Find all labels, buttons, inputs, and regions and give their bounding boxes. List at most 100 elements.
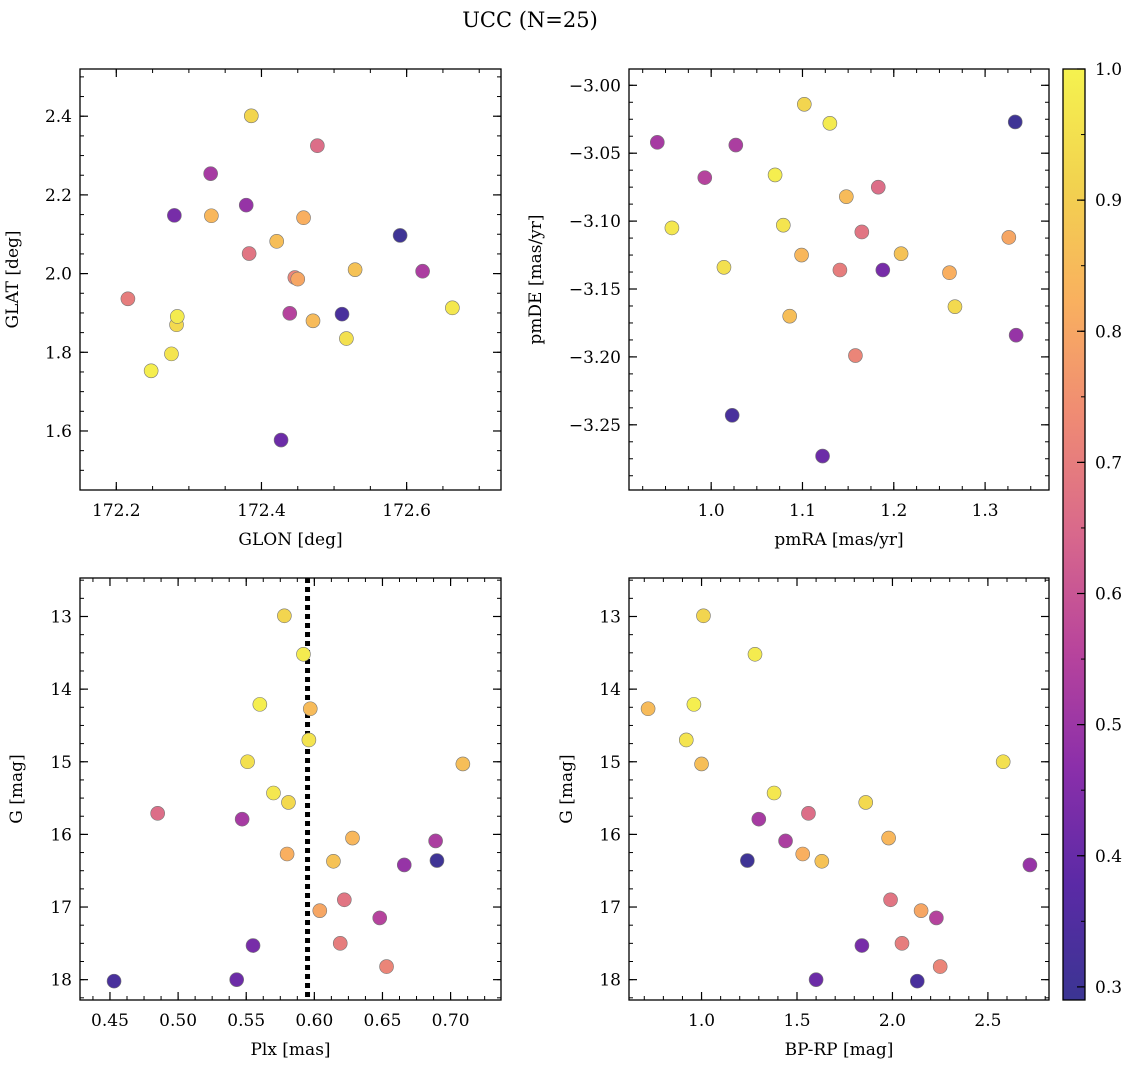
panel-4: 1.0 1.5 2.0 2.5 13 14 15 16 17 18 BP-RP [mag] G [ma… bbox=[557, 577, 1050, 1060]
axes-frame bbox=[628, 68, 1050, 491]
scatter-point bbox=[883, 892, 898, 908]
scatter-point bbox=[234, 811, 250, 827]
scatter-point bbox=[277, 608, 292, 624]
colorbar: 0.3 0.4 0.5 0.6 0.7 0.8 0.9 1.0 bbox=[1062, 60, 1122, 1001]
y-tick-label: 18 bbox=[50, 971, 72, 991]
scatter-point bbox=[282, 306, 298, 321]
scatter-point bbox=[650, 135, 665, 150]
colorbar-tick-label: 0.9 bbox=[1095, 191, 1122, 211]
y-tick-label: −3.10 bbox=[569, 212, 621, 232]
figure-title: UCC (N=25) bbox=[462, 8, 598, 32]
y-tick-label: −3.00 bbox=[569, 76, 621, 96]
scatter-point bbox=[238, 197, 254, 213]
scatter-point bbox=[428, 833, 443, 849]
scatter-point bbox=[795, 846, 811, 862]
scatter-point bbox=[696, 608, 711, 624]
y-tick-label: 14 bbox=[599, 680, 621, 700]
scatter-point bbox=[273, 432, 289, 448]
y-tick-label: 13 bbox=[599, 607, 621, 627]
scatter-point bbox=[296, 646, 311, 662]
x-tick-label: 172.4 bbox=[237, 501, 286, 521]
scatter-point bbox=[794, 247, 809, 263]
scatter-point bbox=[854, 938, 870, 953]
scatter-point bbox=[326, 853, 341, 869]
x-tick-label: 0.70 bbox=[432, 1011, 470, 1031]
scatter-point bbox=[747, 646, 763, 662]
scatter-point bbox=[913, 903, 929, 918]
panel-1: 172.2 172.4 172.6 1.6 1.8 2.0 2.2 2.4 GLON [deg]… bbox=[3, 68, 502, 550]
scatter-point bbox=[694, 756, 709, 772]
scatter-point bbox=[995, 754, 1011, 770]
scatter-point bbox=[245, 938, 261, 953]
scatter-point bbox=[120, 291, 136, 307]
scatter-point bbox=[782, 308, 797, 324]
x-tick-label: 1.1 bbox=[789, 501, 816, 521]
scatter-point bbox=[797, 97, 812, 112]
scatter-point bbox=[1007, 114, 1023, 130]
scatter-point bbox=[372, 910, 388, 926]
colorbar-tick-label: 0.3 bbox=[1095, 978, 1122, 998]
scatter-point bbox=[347, 262, 363, 277]
y-tick-label: −3.15 bbox=[569, 280, 621, 300]
x-tick-label: 0.60 bbox=[295, 1011, 333, 1031]
scatter-point bbox=[252, 697, 268, 712]
scatter-point bbox=[296, 210, 311, 226]
x-tick-label: 172.2 bbox=[92, 501, 141, 521]
x-tick-label: 2.0 bbox=[879, 1011, 906, 1031]
scatter-point bbox=[724, 408, 740, 423]
scatter-point bbox=[947, 299, 963, 314]
colorbar-tick-label: 0.5 bbox=[1095, 716, 1122, 736]
scatter-point bbox=[881, 830, 896, 846]
panels: 172.2 172.4 172.6 1.6 1.8 2.0 2.2 2.4 GLON [deg]… bbox=[3, 68, 1050, 1060]
scatter-point bbox=[290, 271, 306, 287]
panel-3: 0.45 0.50 0.55 0.60 0.65 0.70 13 14 15 16 17 18 Plx … bbox=[7, 577, 502, 1060]
y-tick-label: 16 bbox=[599, 825, 621, 845]
scatter-point bbox=[310, 138, 325, 154]
y-tick-label: 18 bbox=[599, 971, 621, 991]
scatter-point bbox=[345, 830, 360, 846]
scatter-point bbox=[1001, 230, 1017, 245]
scatter-point bbox=[415, 263, 430, 279]
scatter-point bbox=[893, 246, 909, 261]
scatter-point bbox=[942, 265, 957, 281]
scatter-point bbox=[815, 448, 830, 464]
scatter-point bbox=[302, 701, 318, 717]
scatter-point bbox=[778, 833, 793, 849]
scatter-point bbox=[716, 259, 732, 275]
scatter-point bbox=[929, 910, 944, 926]
scatter-point bbox=[143, 363, 159, 379]
y-tick-label: 1.6 bbox=[45, 422, 72, 442]
scatter-point bbox=[203, 166, 218, 181]
scatter-point bbox=[776, 217, 791, 233]
colorbar-frame bbox=[1062, 68, 1086, 1001]
colorbar-tick-label: 0.7 bbox=[1095, 453, 1122, 473]
x-axis-label: Plx [mas] bbox=[250, 1040, 330, 1060]
y-tick-label: 13 bbox=[50, 607, 72, 627]
y-tick-label: 1.8 bbox=[45, 343, 72, 363]
y-tick-label: −3.05 bbox=[569, 144, 621, 164]
colorbar-tick-label: 1.0 bbox=[1095, 60, 1122, 80]
scatter-point bbox=[848, 348, 863, 363]
scatter-point bbox=[822, 116, 838, 131]
scatter-point bbox=[808, 972, 824, 987]
colorbar-gradient bbox=[1063, 69, 1085, 1000]
colorbar-tick-label: 0.8 bbox=[1095, 322, 1122, 342]
scatter-point bbox=[858, 795, 874, 810]
x-axis-label: BP-RP [mag] bbox=[785, 1040, 894, 1060]
scatter-point bbox=[875, 262, 891, 278]
scatter-point bbox=[266, 785, 281, 801]
x-tick-label: 1.5 bbox=[783, 1011, 810, 1031]
scatter-point bbox=[106, 973, 122, 989]
y-tick-label: 15 bbox=[599, 753, 621, 773]
colorbar-tick-label: 0.6 bbox=[1095, 585, 1122, 605]
y-tick-label: 2.4 bbox=[45, 107, 72, 127]
scatter-point bbox=[269, 234, 285, 249]
scatter-point bbox=[167, 208, 182, 223]
x-tick-label: 1.0 bbox=[688, 1011, 715, 1031]
scatter-point bbox=[697, 170, 713, 185]
scatter-point bbox=[244, 108, 259, 124]
scatter-point bbox=[204, 208, 219, 224]
x-tick-label: 172.6 bbox=[382, 501, 431, 521]
x-tick-label: 0.55 bbox=[227, 1011, 265, 1031]
panel-2: 1.0 1.1 1.2 1.3 −3.25 −3.20 −3.15 −3.10 −3.05 −3.… bbox=[526, 68, 1050, 550]
